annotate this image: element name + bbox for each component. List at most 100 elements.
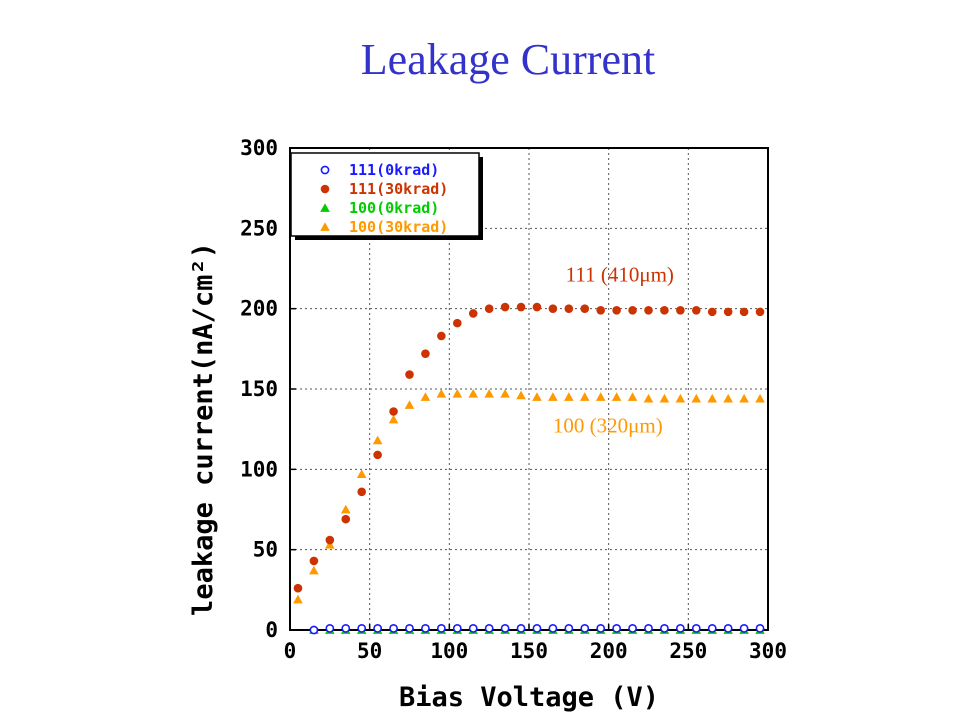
legend-label: 111(0krad) xyxy=(349,161,439,179)
data-point xyxy=(628,623,637,633)
data-point xyxy=(357,623,367,633)
data-point xyxy=(739,307,749,317)
data-point xyxy=(660,623,669,633)
data-point xyxy=(356,469,367,478)
data-point xyxy=(564,304,574,313)
data-point xyxy=(452,389,463,398)
data-point xyxy=(723,623,733,633)
data-point xyxy=(707,623,717,633)
data-point xyxy=(436,389,447,398)
data-point xyxy=(675,623,685,633)
data-point xyxy=(580,304,590,313)
data-point xyxy=(627,392,638,401)
data-point xyxy=(309,565,319,575)
series-111-0krad- xyxy=(309,623,765,635)
data-point xyxy=(707,307,717,317)
data-point xyxy=(325,623,335,633)
data-point xyxy=(468,389,479,398)
data-point xyxy=(644,305,653,315)
leakage-current-chart: 0 50 100 150 200 250 300 0 50 100 150 200 250 300 Bia… xyxy=(188,136,787,713)
data-point xyxy=(675,393,686,403)
data-point xyxy=(723,307,733,317)
data-point xyxy=(357,487,366,497)
data-point xyxy=(405,623,414,633)
data-point xyxy=(691,623,701,633)
x-tick-label: 100 xyxy=(430,639,468,663)
axis-ticks: 0 50 100 150 200 250 300 0 50 100 150 200 250 300 xyxy=(240,136,787,663)
data-point xyxy=(500,623,510,633)
data-point xyxy=(755,623,765,633)
y-axis-title: leakage current(nA/cm²) xyxy=(188,242,219,616)
series-111-30krad- xyxy=(293,302,765,593)
series-annotation: 111 (410μm) xyxy=(566,262,674,286)
data-point xyxy=(660,305,669,315)
data-point xyxy=(421,623,430,633)
data-point xyxy=(341,514,351,524)
data-point xyxy=(484,304,494,313)
data-point xyxy=(564,392,574,401)
data-points xyxy=(293,302,765,635)
x-tick-label: 0 xyxy=(284,639,297,663)
x-tick-label: 150 xyxy=(510,639,548,663)
series-100-30krad- xyxy=(293,389,765,604)
data-point xyxy=(691,393,702,403)
data-point xyxy=(532,302,542,312)
y-tick-label: 200 xyxy=(240,297,278,321)
data-point xyxy=(341,623,351,633)
data-point xyxy=(596,305,605,315)
data-point xyxy=(516,302,526,312)
data-point xyxy=(755,307,765,317)
data-point xyxy=(739,393,749,403)
data-point xyxy=(516,623,526,633)
data-point xyxy=(309,556,319,566)
y-tick-label: 250 xyxy=(240,216,278,240)
y-tick-label: 150 xyxy=(240,377,278,401)
data-point xyxy=(388,414,399,424)
data-point xyxy=(516,390,526,400)
data-point xyxy=(755,393,765,403)
data-point xyxy=(389,623,398,633)
y-tick-label: 50 xyxy=(253,538,278,562)
data-point xyxy=(532,623,542,633)
annotations: 111 (410μm) 100 (320μm) xyxy=(553,262,674,437)
data-point xyxy=(452,623,462,633)
data-point xyxy=(484,623,494,633)
data-point xyxy=(723,393,733,403)
legend-marker xyxy=(320,184,330,194)
data-point xyxy=(437,331,446,341)
data-point xyxy=(325,535,335,545)
data-point xyxy=(309,625,319,635)
legend: 111(0krad)111(30krad)100(0krad)100(30kra… xyxy=(290,152,483,240)
data-point xyxy=(564,623,574,633)
data-point xyxy=(453,318,462,328)
data-point xyxy=(579,392,590,401)
data-point xyxy=(612,623,622,633)
legend-marker xyxy=(320,203,330,212)
data-point xyxy=(436,623,446,633)
data-point xyxy=(293,594,303,604)
x-tick-label: 50 xyxy=(357,639,382,663)
x-tick-label: 250 xyxy=(669,639,707,663)
data-point xyxy=(596,623,606,633)
data-point xyxy=(612,305,621,315)
data-point xyxy=(595,392,606,401)
legend-label: 100(30krad) xyxy=(349,218,448,236)
legend-marker xyxy=(320,222,330,231)
data-point xyxy=(484,389,494,398)
data-point xyxy=(293,583,303,593)
data-point xyxy=(580,623,590,633)
data-point xyxy=(548,392,558,401)
data-point xyxy=(500,302,510,312)
x-tick-label: 200 xyxy=(590,639,628,663)
legend-items: 111(0krad)111(30krad)100(0krad)100(30kra… xyxy=(320,161,448,236)
data-point xyxy=(628,305,637,315)
data-point xyxy=(468,623,478,633)
x-tick-label: 300 xyxy=(749,639,787,663)
y-tick-label: 0 xyxy=(265,618,278,642)
data-point xyxy=(644,623,653,633)
data-point xyxy=(707,393,718,403)
data-point xyxy=(692,305,701,315)
data-point xyxy=(373,623,383,633)
data-point xyxy=(421,349,430,358)
legend-marker xyxy=(320,165,330,175)
